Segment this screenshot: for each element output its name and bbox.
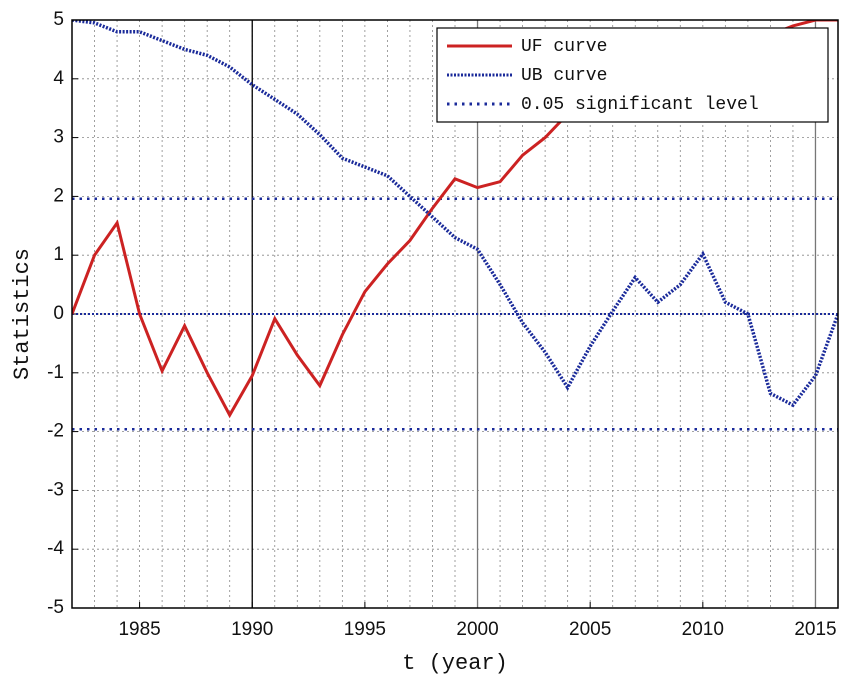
x-tick-label: 2015	[794, 619, 836, 640]
y-tick-label: -3	[47, 479, 64, 500]
x-tick-label: 2000	[456, 619, 498, 640]
y-tick-label: 5	[53, 9, 64, 30]
y-tick-label: 0	[53, 303, 64, 324]
y-tick-label: 1	[53, 244, 64, 265]
plot-frame	[71, 19, 839, 609]
x-tick-label: 2005	[569, 619, 611, 640]
y-tick-label: -2	[47, 421, 64, 442]
x-tick-label: 1990	[231, 619, 273, 640]
y-tick-label: -4	[47, 538, 64, 559]
x-tick-label: 2010	[682, 619, 724, 640]
x-tick-label: 1985	[118, 619, 160, 640]
series-line	[72, 20, 838, 408]
y-tick-label: -1	[47, 362, 64, 383]
legend-label: UB curve	[521, 66, 607, 86]
y-axis-label: Statistics	[10, 248, 35, 380]
x-axis-label: t (year)	[402, 651, 508, 676]
x-tick-label: 1995	[344, 619, 386, 640]
y-tick-label: 4	[53, 68, 64, 89]
y-tick-label: -5	[47, 597, 64, 618]
y-tick-label: 3	[53, 127, 64, 148]
legend-label: UF curve	[521, 37, 607, 57]
legend-box	[436, 27, 829, 123]
legend: UF curve UB curve 0.05 significant level	[436, 27, 829, 123]
y-tick-label: 2	[53, 185, 64, 206]
legend-label: 0.05 significant level	[521, 95, 759, 115]
